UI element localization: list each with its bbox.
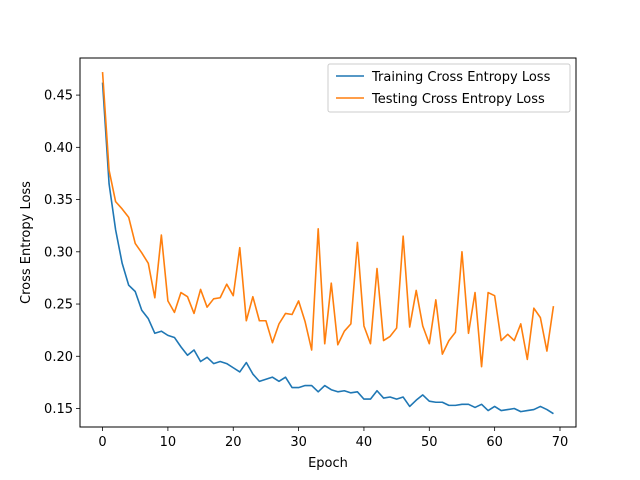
legend: Training Cross Entropy Loss Testing Cros… (327, 63, 571, 113)
y-tick-label: 0.40 (44, 141, 73, 156)
x-tick-label: 20 (225, 435, 242, 450)
legend-label-training: Training Cross Entropy Loss (371, 70, 551, 85)
series-line-training (101, 82, 554, 415)
legend-label-testing: Testing Cross Entropy Loss (371, 92, 545, 107)
y-tick-label: 0.15 (44, 402, 73, 417)
y-tick-label: 0.35 (44, 193, 73, 208)
x-tick-label: 10 (160, 435, 177, 450)
axes-frame (79, 57, 577, 428)
x-axis-label: Epoch (308, 456, 348, 471)
x-tick-label: 50 (421, 435, 438, 450)
legend-box (327, 63, 571, 113)
x-tick-label: 40 (356, 435, 373, 450)
y-axis-ticks: 0.15 0.20 0.25 0.30 0.35 0.40 0.45 (44, 89, 80, 417)
y-tick-label: 0.45 (44, 89, 73, 104)
x-axis-ticks: 0 10 20 30 40 50 60 70 (98, 427, 568, 450)
series-line-testing (101, 72, 555, 368)
y-tick-label: 0.25 (44, 298, 73, 313)
x-tick-label: 60 (486, 435, 503, 450)
x-tick-label: 30 (290, 435, 307, 450)
y-axis-label: Cross Entropy Loss (19, 181, 34, 304)
plot-area: 0 10 20 30 40 50 60 70 0.15 0.20 0.25 0.30 0.35 0.40… (44, 57, 577, 450)
x-tick-label: 70 (552, 435, 569, 450)
x-tick-label: 0 (98, 435, 106, 450)
y-tick-label: 0.20 (44, 350, 73, 365)
y-tick-label: 0.30 (44, 245, 73, 260)
series-layer (101, 72, 555, 415)
